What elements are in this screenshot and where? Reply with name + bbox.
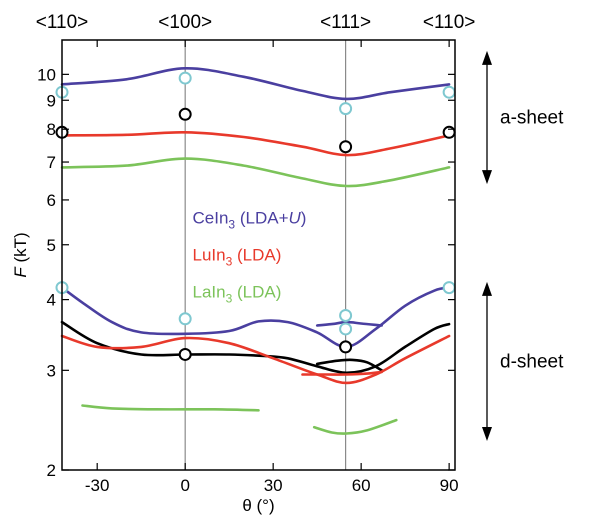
sheet-arrow-head-down	[482, 170, 492, 185]
data-point-marker	[178, 312, 192, 326]
legend-entry-method: (LDA)	[232, 283, 281, 302]
series-line	[301, 370, 383, 376]
series-line	[312, 418, 398, 435]
sheet-label: d-sheet	[500, 351, 564, 372]
legend-entry-subscript: 3	[226, 255, 233, 269]
sheet-arrow-head-up	[482, 50, 492, 65]
x-tick-label: 30	[264, 476, 283, 495]
x-tick-label: 90	[440, 476, 459, 495]
series-curves	[60, 66, 451, 435]
data-point-marker	[442, 281, 456, 295]
sheet-annotations: a-sheet d-sheet	[482, 50, 564, 442]
y-tick-label: 5	[47, 236, 56, 255]
legend-entry-name: LuIn	[193, 246, 226, 265]
y-tick-label: 8	[47, 120, 56, 139]
legend-entry-method: (LDA+	[235, 209, 288, 228]
y-tick-label: 9	[47, 91, 56, 110]
x-axis-title: θ (°)	[242, 496, 274, 515]
series-line	[81, 404, 260, 412]
series-line	[60, 130, 451, 157]
direction-label: <110>	[423, 12, 475, 33]
legend-entry: LaIn3 (LDA)	[193, 283, 282, 306]
direction-label: <100>	[158, 12, 212, 33]
series-line	[60, 334, 451, 385]
y-axis: 2 3 4 5 6 7 8 9 10	[37, 65, 455, 480]
series-line	[60, 320, 451, 375]
legend-entry-name: CeIn	[193, 209, 229, 228]
data-point-marker	[339, 340, 353, 354]
legend-entry-subscript: 3	[228, 218, 235, 232]
data-point-marker	[178, 71, 192, 85]
legend-entry-method-close: )	[301, 209, 307, 228]
direction-label: <111>	[320, 12, 371, 33]
direction-labels: <110> <100> <111> <110>	[36, 12, 476, 33]
legend-entry-method-italic: U	[289, 209, 302, 228]
y-axis-title: F (kT)	[11, 232, 30, 277]
y-tick-label: 2	[47, 461, 56, 480]
legend-entry-method: (LDA)	[232, 246, 281, 265]
sheet-arrow-head-up	[482, 281, 492, 296]
series-line	[315, 358, 383, 372]
data-point-marker	[339, 322, 353, 336]
sheet-arrow-head-down	[482, 427, 492, 442]
data-point-marker	[442, 125, 456, 139]
series-line	[60, 66, 451, 101]
legend-entry-name: LaIn	[193, 283, 226, 302]
data-point-marker	[339, 140, 353, 154]
y-tick-label: 7	[47, 153, 56, 172]
data-point-marker	[178, 347, 192, 361]
data-point-marker	[442, 85, 456, 99]
y-tick-label: 4	[47, 291, 56, 310]
x-axis: -30 0 30 60 90	[85, 40, 459, 495]
plot-frame	[61, 39, 456, 471]
y-axis-title-unit: (kT)	[11, 232, 30, 267]
legend-entry: LuIn3 (LDA)	[193, 246, 282, 269]
series-line	[315, 320, 383, 327]
data-point-marker	[339, 102, 353, 116]
y-axis-title-symbol: F	[11, 266, 30, 278]
x-tick-label: 0	[180, 476, 189, 495]
sheet-label: a-sheet	[500, 107, 564, 128]
legend: CeIn3 (LDA+U)LuIn3 (LDA)LaIn3 (LDA)	[193, 209, 307, 306]
x-tick-label: -30	[85, 476, 110, 495]
data-point-marker	[178, 107, 192, 121]
series-line	[60, 286, 451, 349]
y-tick-label: 6	[47, 191, 56, 210]
y-tick-label: 3	[47, 361, 56, 380]
legend-entry: CeIn3 (LDA+U)	[193, 209, 307, 232]
legend-entry-subscript: 3	[226, 292, 233, 306]
direction-label: <110>	[36, 12, 88, 33]
data-point-marker	[339, 308, 353, 322]
series-line	[60, 157, 451, 188]
y-tick-label: 10	[37, 65, 56, 84]
x-tick-label: 60	[352, 476, 371, 495]
